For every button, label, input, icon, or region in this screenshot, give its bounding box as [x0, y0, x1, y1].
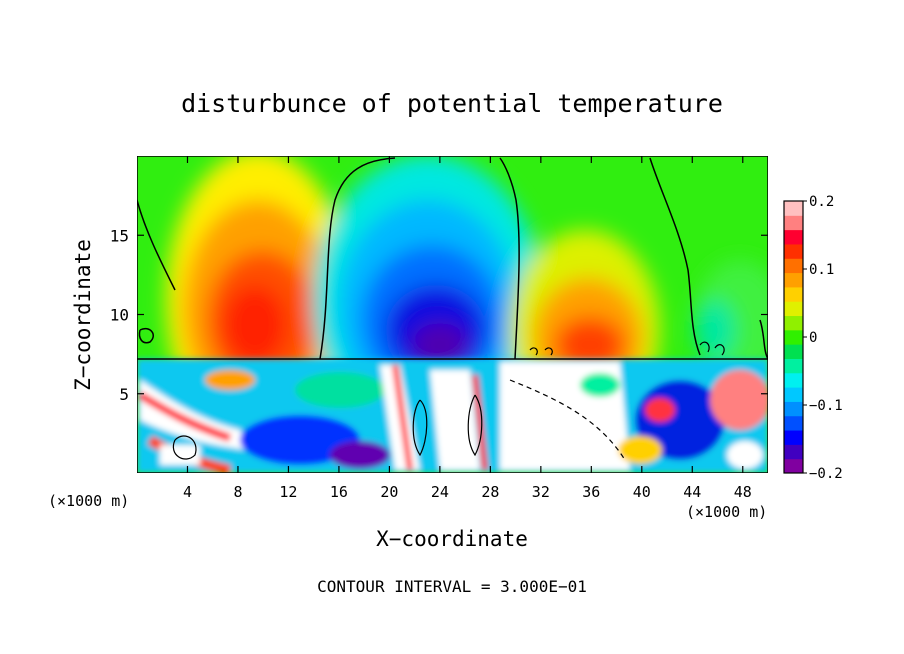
- colorbar-swatch: [784, 444, 803, 460]
- x-tick-label: 12: [279, 483, 297, 501]
- x-tick-label: 16: [330, 483, 348, 501]
- colorbar-swatch: [784, 430, 803, 445]
- x-axis: 4 8 12 16 20 24 28 32 36 40 44 48: [183, 156, 752, 501]
- colorbar-swatch: [784, 243, 803, 259]
- colorbar-swatch: [784, 215, 803, 231]
- colorbar-swatch: [784, 344, 803, 359]
- contour-interval-footer: CONTOUR INTERVAL = 3.000E−01: [317, 577, 587, 596]
- y-axis-label: Z−coordinate: [71, 239, 95, 391]
- plot-area: [137, 156, 768, 473]
- contour-lines: [137, 157, 768, 461]
- x-tick-label: 28: [481, 483, 499, 501]
- x-tick-label: 20: [380, 483, 398, 501]
- colorbar-swatch: [784, 329, 803, 345]
- colorbar-swatch: [784, 358, 803, 374]
- lower-field: [137, 359, 768, 473]
- colorbar-swatch: [784, 458, 803, 474]
- x-unit-right: (×1000 m): [686, 503, 767, 521]
- colorbar-swatch: [784, 315, 803, 331]
- colorbar-swatch: [784, 272, 803, 288]
- x-tick-label: 48: [734, 483, 752, 501]
- colorbar-tick-label: 0.1: [809, 262, 834, 278]
- colorbar: 0.2 0.1 0 −0.1 −0.2: [783, 194, 843, 482]
- x-tick-label: 32: [532, 483, 550, 501]
- colorbar-swatch: [784, 387, 803, 402]
- x-tick-label: 24: [431, 483, 449, 501]
- colorbar-swatch: [784, 201, 803, 216]
- y-tick-label: 15: [110, 226, 129, 245]
- chart-title: disturbunce of potential temperature: [181, 89, 723, 118]
- x-tick-label: 8: [233, 483, 242, 501]
- colorbar-tick-label: −0.1: [809, 398, 843, 414]
- x-tick-label: 4: [183, 483, 192, 501]
- y-tick-label: 10: [110, 306, 129, 325]
- colorbar-tick-label: 0: [809, 330, 817, 346]
- colorbar-swatch: [784, 286, 803, 302]
- y-axis: 5 10 15: [110, 226, 768, 404]
- y-tick-label: 5: [119, 385, 129, 404]
- colorbar-swatch: [784, 229, 803, 245]
- x-tick-label: 36: [582, 483, 600, 501]
- x-unit-left: (×1000 m): [48, 492, 129, 510]
- colorbar-swatch: [784, 301, 803, 317]
- colorbar-swatch: [784, 258, 803, 274]
- colorbar-tick-label: 0.2: [809, 194, 834, 210]
- x-axis-label: X−coordinate: [376, 527, 528, 551]
- colorbar-swatch: [784, 401, 803, 417]
- x-tick-label: 40: [633, 483, 651, 501]
- x-tick-label: 44: [683, 483, 701, 501]
- colorbar-swatch: [784, 372, 803, 388]
- colorbar-tick-label: −0.2: [809, 466, 843, 482]
- colorbar-swatch: [784, 415, 803, 431]
